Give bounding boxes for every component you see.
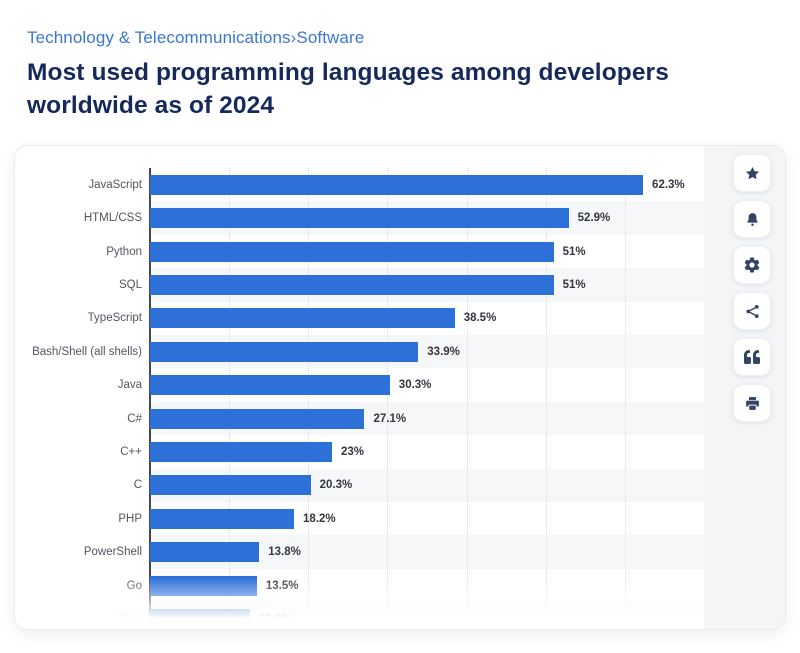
bar[interactable] [150, 508, 295, 529]
cite-button[interactable] [733, 338, 771, 376]
breadcrumb-link-category[interactable]: Technology & Telecommunications [27, 28, 291, 47]
breadcrumb-link-subcategory[interactable]: Software [296, 28, 365, 47]
bar-chart: JavaScript 62.3% HTML/CSS 52.9% Python 51% SQL… [15, 146, 705, 629]
value-label: 51% [562, 245, 586, 258]
gridline [624, 168, 626, 629]
share-button[interactable] [733, 292, 771, 330]
category-label: TypeScript [87, 312, 142, 325]
bar[interactable] [150, 542, 260, 563]
category-label: JavaScript [88, 178, 142, 191]
gridline [466, 168, 468, 629]
action-toolbar [704, 146, 785, 629]
breadcrumb: Technology & Telecommunications›Software [27, 28, 364, 48]
value-label: 38.5% [463, 312, 497, 325]
value-label: 23% [341, 445, 365, 458]
category-label: Java [117, 379, 142, 392]
value-label: 12.6% [258, 612, 292, 625]
notification-button[interactable] [733, 200, 771, 238]
bar[interactable] [150, 441, 333, 462]
category-label: PowerShell [83, 546, 142, 559]
category-label: SQL [118, 278, 142, 291]
value-label: 27.1% [373, 412, 407, 425]
bar[interactable] [150, 208, 569, 229]
gear-icon [743, 256, 761, 274]
gridline [308, 168, 310, 629]
y-axis-line [149, 168, 151, 629]
bar[interactable] [150, 575, 257, 596]
page-title: Most used programming languages among de… [27, 59, 669, 119]
category-label: HTML/CSS [83, 212, 142, 225]
value-label: 51% [562, 278, 586, 291]
gridline [545, 168, 547, 629]
category-label: C# [127, 412, 142, 425]
breadcrumb-separator-icon: › [290, 28, 297, 47]
value-label: 13.8% [268, 546, 301, 559]
quote-icon [744, 349, 760, 365]
category-label: C [133, 479, 142, 492]
category-label: Go [126, 579, 142, 592]
value-label: 52.9% [577, 212, 611, 225]
bar[interactable] [150, 174, 644, 195]
bar[interactable] [150, 608, 250, 629]
value-label: 33.9% [427, 345, 460, 358]
bar[interactable] [150, 274, 554, 295]
favorite-button[interactable] [733, 154, 771, 192]
star-icon [744, 165, 761, 182]
printer-icon [744, 395, 761, 412]
print-button[interactable] [733, 384, 771, 422]
value-label: 18.2% [303, 512, 336, 525]
value-label: 20.3% [319, 479, 353, 492]
bar[interactable] [150, 408, 365, 429]
bar[interactable] [150, 475, 311, 496]
settings-button[interactable] [733, 246, 771, 284]
share-icon [744, 303, 761, 320]
category-label: Python [106, 245, 142, 258]
category-label: Rust [118, 612, 142, 625]
category-label: C++ [120, 445, 142, 458]
chart-card: JavaScript 62.3% HTML/CSS 52.9% Python 51% SQL… [14, 145, 786, 630]
gridline [229, 168, 231, 629]
bar[interactable] [150, 308, 455, 329]
value-label: 30.3% [398, 379, 432, 392]
category-label: Bash/Shell (all shells) [32, 345, 142, 358]
value-label: 62.3% [652, 178, 685, 191]
bar[interactable] [150, 375, 390, 396]
category-label: PHP [118, 512, 142, 525]
bell-icon [744, 211, 761, 228]
bar[interactable] [150, 341, 419, 362]
gridline [387, 168, 389, 629]
value-label: 13.5% [265, 579, 299, 592]
bar[interactable] [150, 241, 554, 262]
